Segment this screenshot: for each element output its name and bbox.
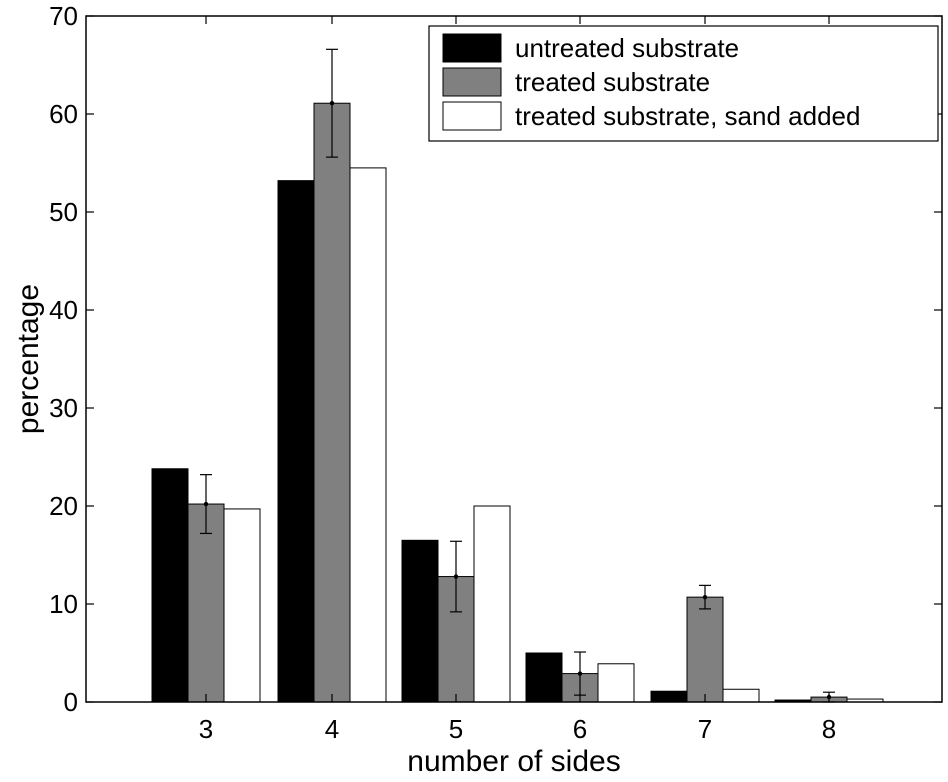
- legend-label: treated substrate: [515, 67, 710, 97]
- y-tick-label: 70: [49, 1, 78, 31]
- bar-series-1-cat-5: [401, 539, 439, 703]
- x-tick-label: 4: [325, 714, 339, 744]
- x-tick-label: 3: [199, 714, 213, 744]
- legend-box: [428, 25, 939, 142]
- legend: untreated substrate treated substrate trea…: [428, 25, 939, 142]
- y-tick-label: 20: [49, 491, 78, 521]
- bar-series-2-cat-4: [313, 102, 351, 703]
- x-tick-label: 7: [698, 714, 712, 744]
- bar-series-3-cat-5: [473, 505, 511, 703]
- bar-series-3-cat-6: [597, 663, 635, 703]
- y-tick-label: 30: [49, 393, 78, 423]
- y-tick-label: 0: [64, 687, 78, 717]
- error-bar-center-point: [329, 101, 335, 106]
- x-axis-label: number of sides: [407, 745, 620, 778]
- x-tick-label: 8: [822, 714, 836, 744]
- error-bar-center-point: [203, 501, 209, 507]
- bar-series-2-cat-7: [686, 596, 724, 703]
- bars-layer: [151, 102, 884, 703]
- x-tick-label: 6: [573, 714, 587, 744]
- bar-series-1-cat-3: [151, 468, 189, 703]
- y-tick-label: 60: [49, 99, 78, 129]
- legend-swatch: [442, 101, 502, 131]
- y-tick-label: 40: [49, 295, 78, 325]
- x-tick-label: 5: [449, 714, 463, 744]
- bar-series-2-cat-3: [187, 503, 225, 703]
- bar-series-1-cat-4: [277, 180, 315, 703]
- x-axis: 3 4 5 6 7 8: [199, 16, 836, 744]
- error-bar-center-point: [577, 671, 583, 676]
- error-bars-layer: [200, 48, 835, 703]
- y-axis: 0 10 20 30 40 50 60 70: [49, 1, 942, 717]
- legend-swatch: [442, 67, 502, 97]
- legend-label: treated substrate, sand added: [515, 101, 860, 131]
- legend-swatch: [442, 33, 502, 63]
- error-bar-center-point: [702, 594, 708, 600]
- bar-series-3-cat-4: [349, 167, 387, 703]
- y-axis-label: percentage: [12, 284, 45, 434]
- bar-series-1-cat-7: [650, 690, 688, 703]
- error-bar-center-point: [453, 574, 459, 579]
- bar-series-3-cat-3: [223, 508, 261, 703]
- legend-label: untreated substrate: [515, 33, 739, 63]
- plot-frame: [85, 15, 943, 703]
- bar-series-1-cat-6: [525, 652, 563, 703]
- y-tick-label: 10: [49, 589, 78, 619]
- bar-series-3-cat-7: [722, 688, 760, 703]
- y-tick-label: 50: [49, 197, 78, 227]
